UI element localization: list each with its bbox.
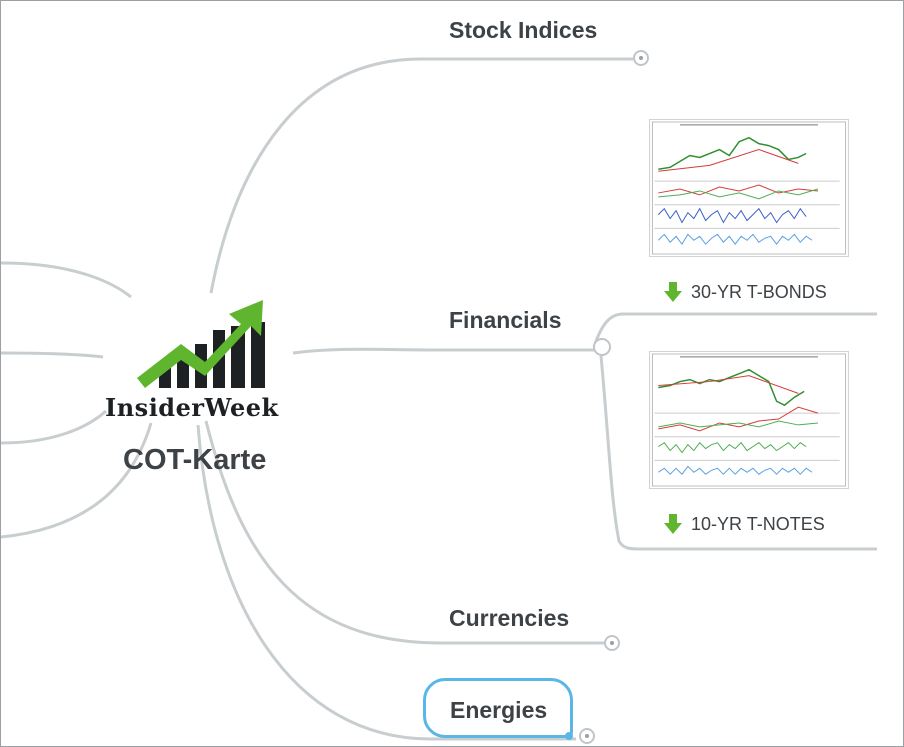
topic-currencies[interactable]: Currencies xyxy=(449,605,570,631)
financials-child-label: 30-YR T-BONDS xyxy=(691,281,827,302)
financials-child-1[interactable]: 10-YR T-NOTES xyxy=(663,513,825,535)
topic-financials[interactable]: Financials xyxy=(449,307,562,333)
collapse-toggle-financials[interactable] xyxy=(593,338,611,356)
green-down-arrow-icon xyxy=(664,514,682,534)
logo-wordmark: InsiderWeek xyxy=(105,393,279,422)
chart-thumbnail-30yr-tbonds[interactable] xyxy=(649,119,849,257)
financials-child-0[interactable]: 30-YR T-BONDS xyxy=(663,281,827,303)
chart-thumbnail-10yr-tnotes[interactable] xyxy=(649,351,849,489)
central-topic-title[interactable]: COT-Karte xyxy=(123,444,267,476)
expand-toggle-currencies[interactable] xyxy=(604,635,620,651)
topic-stock-indices[interactable]: Stock Indices xyxy=(449,17,598,43)
expand-toggle-energies[interactable] xyxy=(579,728,595,744)
selection-highlight xyxy=(423,678,573,738)
financials-child-label: 10-YR T-NOTES xyxy=(691,513,825,534)
expand-toggle-stock-indices[interactable] xyxy=(633,50,649,66)
insiderweek-logo xyxy=(137,300,265,388)
topic-energies[interactable]: Energies xyxy=(450,697,548,723)
selection-handle[interactable] xyxy=(565,732,573,740)
green-down-arrow-icon xyxy=(664,282,682,302)
